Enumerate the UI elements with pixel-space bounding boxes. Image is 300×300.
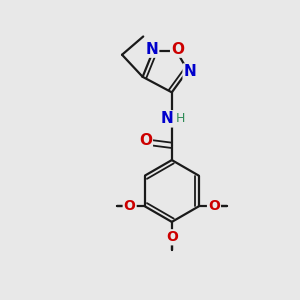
Text: O: O — [139, 134, 152, 148]
Text: O: O — [124, 200, 136, 213]
Text: O: O — [166, 230, 178, 244]
Text: H: H — [176, 112, 185, 125]
Text: N: N — [184, 64, 196, 80]
Text: N: N — [160, 111, 173, 126]
Text: O: O — [208, 200, 220, 213]
Text: N: N — [146, 42, 158, 57]
Text: O: O — [171, 42, 184, 57]
